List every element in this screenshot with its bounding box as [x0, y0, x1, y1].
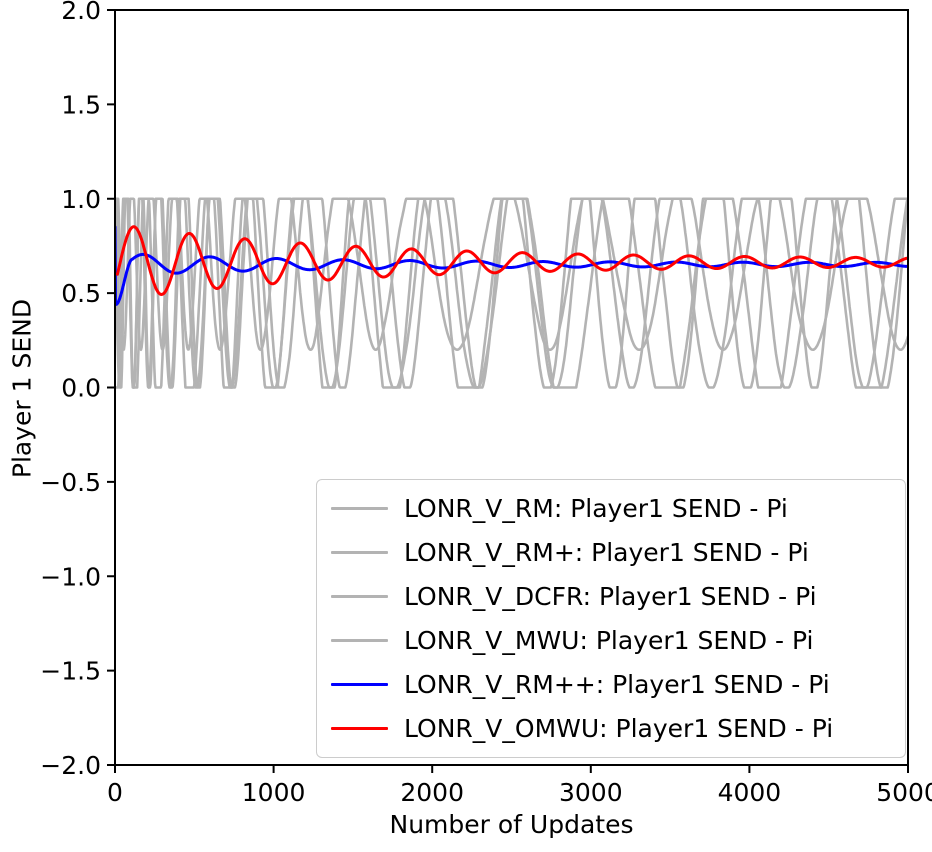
y-tick-label: −2.0: [40, 751, 101, 780]
y-tick-label: 1.5: [61, 90, 101, 119]
legend-line-sample: [331, 507, 388, 510]
series-line-5: [115, 225, 908, 296]
series-line-2: [115, 197, 908, 389]
legend-item-lonr-v-mwu: LONR_V_MWU: Player1 SEND - Pi: [331, 622, 891, 659]
x-tick-label: 3000: [559, 778, 623, 807]
y-axis-label: Player 1 SEND: [7, 298, 37, 479]
series-line-4: [115, 225, 908, 306]
legend-label: LONR_V_RM: Player1 SEND - Pi: [404, 494, 788, 523]
x-tick-label: 0: [107, 778, 123, 807]
legend-item-lonr-v-dcfr: LONR_V_DCFR: Player1 SEND - Pi: [331, 578, 891, 615]
legend-label: LONR_V_DCFR: Player1 SEND - Pi: [404, 582, 817, 611]
legend-line-sample: [331, 595, 388, 598]
legend-item-lonr-v-rm: LONR_V_RM: Player1 SEND - Pi: [331, 490, 891, 527]
series-group: [115, 197, 908, 389]
y-tick-label: −1.0: [40, 562, 101, 591]
legend: LONR_V_RM: Player1 SEND - Pi LONR_V_RM+:…: [316, 479, 906, 758]
y-tick-label: −0.5: [40, 468, 101, 497]
legend-item-lonr-v-rm-plus: LONR_V_RM+: Player1 SEND - Pi: [331, 534, 891, 571]
legend-line-sample: [331, 639, 388, 642]
y-tick-label: 0.0: [61, 374, 101, 403]
legend-label: LONR_V_RM++: Player1 SEND - Pi: [404, 670, 830, 699]
legend-line-sample: [331, 551, 388, 554]
series-line-3: [115, 197, 908, 389]
legend-label: LONR_V_RM+: Player1 SEND - Pi: [404, 538, 809, 567]
x-tick-label: 5000: [876, 778, 932, 807]
legend-label: LONR_V_MWU: Player1 SEND - Pi: [404, 626, 814, 655]
y-tick-label: 2.0: [61, 0, 101, 25]
legend-line-sample: [331, 727, 388, 730]
legend-item-lonr-v-rm-plus-plus: LONR_V_RM++: Player1 SEND - Pi: [331, 666, 891, 703]
y-tick-label: −1.5: [40, 657, 101, 686]
legend-item-lonr-v-omwu: LONR_V_OMWU: Player1 SEND - Pi: [331, 710, 891, 747]
x-tick-label: 2000: [400, 778, 464, 807]
x-tick-label: 4000: [718, 778, 782, 807]
y-tick-label: 0.5: [61, 279, 101, 308]
x-tick-label: 1000: [242, 778, 306, 807]
legend-label: LONR_V_OMWU: Player1 SEND - Pi: [404, 714, 834, 743]
x-axis-label: Number of Updates: [389, 810, 634, 839]
y-tick-label: 1.0: [61, 185, 101, 214]
legend-line-sample: [331, 683, 388, 686]
